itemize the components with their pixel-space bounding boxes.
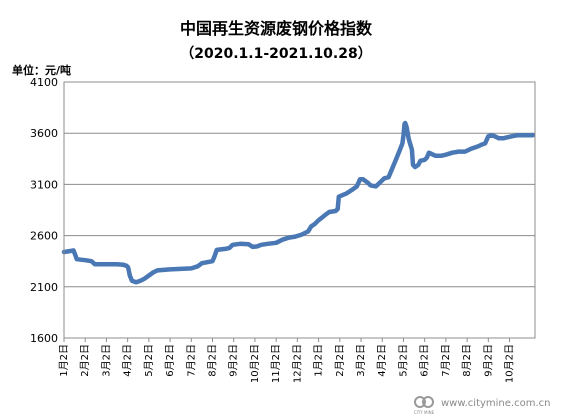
x-tick-label: 1月2日 (313, 344, 325, 377)
x-tick-label: 1月2日 (58, 344, 70, 377)
y-tick-label: 4100 (30, 76, 58, 89)
y-tick-label: 2100 (30, 281, 58, 294)
x-tick-label: 9月2日 (482, 344, 494, 377)
x-tick-label: 6月2日 (164, 344, 176, 377)
x-tick-label: 4月2日 (376, 344, 388, 377)
y-tick-label: 1600 (30, 332, 58, 345)
watermark: CITY MINE www.citymine.com.cn (414, 396, 550, 415)
watermark-site: www.citymine.com.cn (441, 398, 550, 409)
x-axis-ticks: 1月2日 2月2日 3月2日 4月2日 5月2日 6月2日 7月2日 8月2日 9月2日 10月2… (58, 338, 516, 383)
x-tick-label: 5月2日 (397, 344, 409, 377)
x-tick-label: 3月2日 (100, 344, 112, 377)
x-tick-label: 9月2日 (228, 344, 240, 377)
x-tick-label: 10月2日 (504, 344, 516, 383)
x-tick-label: 6月2日 (419, 344, 431, 377)
series-line-0 (61, 120, 536, 285)
citymine-logo-icon: CITY MINE (414, 396, 435, 415)
x-tick-label: 4月2日 (122, 344, 134, 377)
chart-title: 中国再生资源废钢价格指数 (180, 19, 373, 38)
x-tick-label: 7月2日 (440, 344, 452, 377)
x-tick-label: 2月2日 (334, 344, 346, 377)
x-tick-label: 8月2日 (207, 344, 219, 377)
chart-subtitle: （2020.1.1-2021.10.28） (180, 46, 371, 62)
plot-frame (63, 81, 536, 339)
watermark-logo-text: CITY MINE (414, 410, 435, 415)
unit-label: 单位：元/吨 (12, 63, 71, 77)
grid-lines (64, 132, 535, 288)
y-axis-ticks: 1600 2100 2600 3100 3600 4100 (30, 76, 58, 345)
y-tick-label: 3600 (30, 127, 58, 140)
series-layer (61, 120, 536, 285)
y-tick-label: 3100 (30, 178, 58, 191)
x-tick-label: 8月2日 (461, 344, 473, 377)
x-tick-label: 12月2日 (291, 344, 303, 383)
x-tick-label: 2月2日 (79, 344, 91, 377)
x-tick-label: 3月2日 (355, 344, 367, 377)
x-tick-label: 7月2日 (185, 344, 197, 377)
x-tick-label: 10月2日 (249, 344, 261, 383)
y-tick-label: 2600 (30, 230, 58, 243)
x-tick-label: 5月2日 (143, 344, 155, 377)
x-tick-label: 11月2日 (270, 344, 282, 383)
